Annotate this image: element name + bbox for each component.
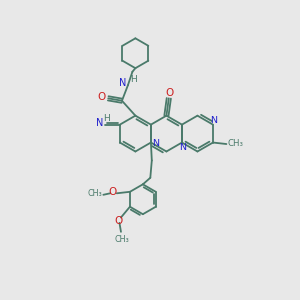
- Text: H: H: [130, 75, 137, 84]
- Text: CH₃: CH₃: [228, 139, 244, 148]
- Text: N: N: [119, 78, 127, 88]
- Text: N: N: [152, 139, 159, 148]
- Text: O: O: [114, 216, 122, 226]
- Text: N: N: [179, 143, 186, 152]
- Text: CH₃: CH₃: [87, 189, 102, 198]
- Text: H: H: [103, 113, 110, 122]
- Text: CH₃: CH₃: [114, 235, 129, 244]
- Text: N: N: [210, 116, 217, 125]
- Text: O: O: [165, 88, 173, 98]
- Text: O: O: [98, 92, 106, 102]
- Text: N: N: [96, 118, 103, 128]
- Text: O: O: [108, 187, 116, 197]
